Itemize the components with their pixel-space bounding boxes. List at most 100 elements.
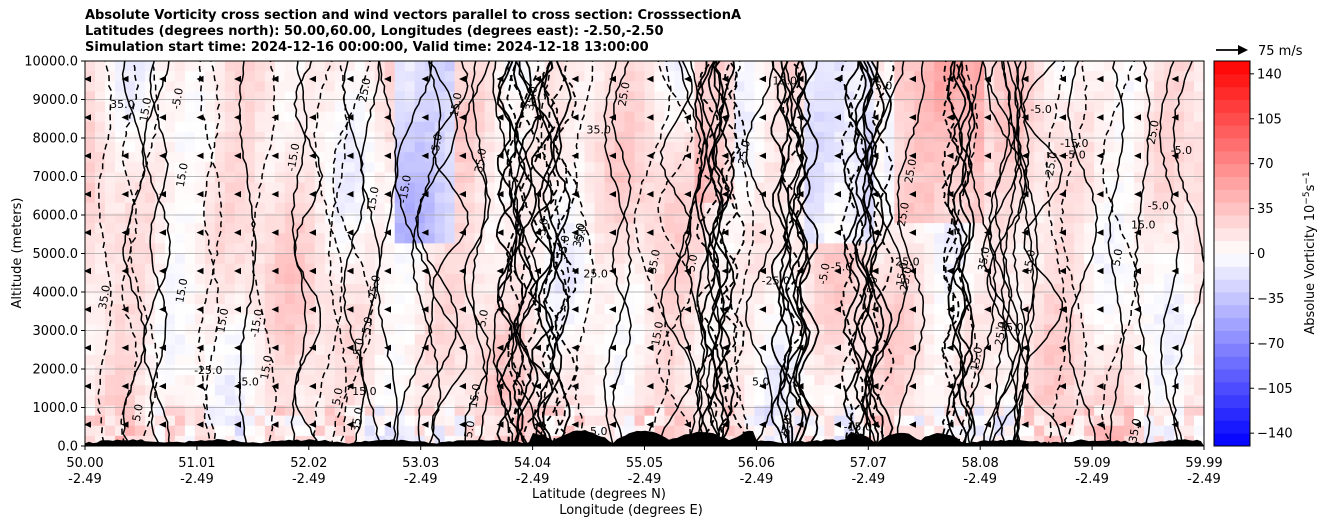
heatmap-cell bbox=[1044, 415, 1055, 427]
heatmap-cell bbox=[714, 192, 726, 204]
heatmap-cell bbox=[444, 61, 456, 72]
heatmap-cell bbox=[85, 354, 96, 366]
heatmap-cell bbox=[174, 364, 186, 376]
heatmap-cell bbox=[684, 253, 696, 265]
heatmap-cell bbox=[164, 202, 176, 214]
heatmap-cell bbox=[244, 233, 256, 244]
heatmap-cell bbox=[954, 375, 965, 386]
heatmap-cell bbox=[1124, 354, 1135, 366]
heatmap-cell bbox=[364, 152, 376, 163]
heatmap-cell bbox=[1194, 304, 1204, 315]
heatmap-cell bbox=[884, 81, 895, 92]
heatmap-cell bbox=[1164, 385, 1175, 396]
contour-positive bbox=[684, 61, 706, 446]
contour-positive bbox=[293, 61, 324, 446]
heatmap-cell bbox=[314, 202, 326, 214]
heatmap-cell bbox=[85, 375, 96, 386]
heatmap-cell bbox=[174, 121, 186, 133]
heatmap-cell bbox=[214, 131, 226, 143]
wind-vector bbox=[1096, 421, 1104, 428]
heatmap-cell bbox=[1134, 101, 1145, 113]
heatmap-cell bbox=[85, 182, 96, 194]
heatmap-cell bbox=[1174, 233, 1185, 244]
heatmap-cell bbox=[584, 233, 596, 244]
heatmap-cell bbox=[684, 162, 696, 174]
heatmap-cell bbox=[1094, 324, 1105, 336]
heatmap-cell bbox=[754, 233, 765, 244]
heatmap-cell bbox=[1014, 364, 1025, 376]
heatmap-cell bbox=[834, 202, 845, 214]
heatmap-cell bbox=[724, 243, 736, 255]
heatmap-cell bbox=[144, 334, 156, 346]
heatmap-cell bbox=[854, 354, 865, 366]
heatmap-cell bbox=[204, 162, 216, 174]
wind-vectors bbox=[85, 75, 1179, 428]
heatmap-cell bbox=[324, 334, 336, 346]
heatmap-cell bbox=[1024, 131, 1035, 143]
heatmap-cell bbox=[314, 212, 326, 224]
heatmap-cell bbox=[294, 375, 306, 386]
heatmap-cell bbox=[85, 283, 96, 295]
contour-positive bbox=[659, 61, 694, 446]
heatmap-cell bbox=[1124, 324, 1135, 336]
heatmap-cell bbox=[1164, 425, 1175, 437]
heatmap-cell bbox=[104, 425, 116, 437]
heatmap-cell bbox=[844, 71, 855, 82]
heatmap-cell bbox=[444, 334, 456, 346]
heatmap-cell bbox=[194, 395, 206, 407]
heatmap-cell bbox=[344, 61, 356, 72]
heatmap-cell bbox=[114, 385, 126, 396]
wind-vector bbox=[1171, 75, 1179, 83]
wind-vector bbox=[309, 267, 316, 275]
heatmap-cell bbox=[164, 395, 176, 407]
heatmap-cell bbox=[394, 364, 406, 376]
heatmap-cell bbox=[754, 425, 765, 437]
heatmap-cell bbox=[894, 324, 905, 336]
heatmap-cell bbox=[224, 91, 236, 103]
heatmap-cell bbox=[85, 121, 96, 133]
contour-positive bbox=[865, 61, 908, 446]
heatmap-cell bbox=[154, 364, 166, 376]
heatmap-cell bbox=[144, 425, 156, 437]
heatmap-cell bbox=[554, 395, 566, 407]
colorbar-step bbox=[1214, 420, 1250, 434]
heatmap-cell bbox=[324, 212, 336, 224]
heatmap-cell bbox=[1154, 121, 1165, 133]
heatmap-cell bbox=[394, 182, 406, 194]
wind-vector bbox=[909, 152, 916, 159]
contour-positive bbox=[796, 61, 820, 446]
heatmap-cell bbox=[1094, 283, 1105, 295]
heatmap-cell bbox=[444, 283, 456, 295]
heatmap-cell bbox=[774, 344, 785, 356]
heatmap-cell bbox=[714, 162, 726, 174]
heatmap-cell bbox=[254, 101, 266, 113]
heatmap-cell bbox=[224, 192, 236, 204]
heatmap-cell bbox=[254, 81, 266, 92]
heatmap-cell bbox=[624, 233, 636, 244]
heatmap-cell bbox=[544, 121, 556, 133]
heatmap-cell bbox=[1064, 395, 1075, 407]
heatmap-cell bbox=[914, 415, 925, 427]
contour-label: 15.0 bbox=[467, 383, 484, 409]
heatmap-cell bbox=[214, 121, 226, 133]
heatmap-cell bbox=[1174, 283, 1185, 295]
heatmap-cell bbox=[144, 91, 156, 103]
colorbar-step bbox=[1214, 163, 1250, 177]
heatmap-cell bbox=[904, 101, 915, 113]
heatmap-cell bbox=[334, 344, 346, 356]
heatmap-cell bbox=[514, 131, 526, 143]
heatmap-cell bbox=[264, 91, 276, 103]
heatmap-cell bbox=[284, 172, 296, 184]
heatmap-cell bbox=[494, 61, 506, 72]
heatmap-cell bbox=[484, 364, 496, 376]
heatmap-cell bbox=[894, 131, 905, 143]
heatmap-cell bbox=[1074, 273, 1085, 285]
heatmap-cell bbox=[804, 172, 815, 184]
heatmap-cell bbox=[94, 202, 106, 214]
heatmap-cell bbox=[914, 142, 925, 153]
heatmap-cell bbox=[514, 172, 526, 184]
heatmap-cell bbox=[764, 324, 775, 336]
heatmap-cell bbox=[494, 425, 506, 437]
heatmap-cell bbox=[1034, 172, 1045, 184]
heatmap-cell bbox=[464, 223, 476, 234]
